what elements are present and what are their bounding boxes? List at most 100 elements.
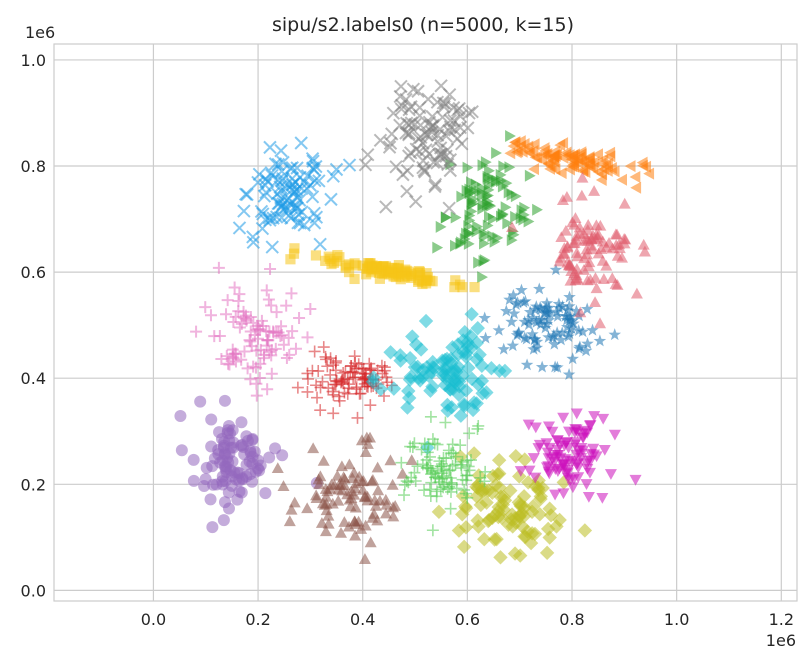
data-point	[272, 196, 286, 210]
data-point	[264, 262, 277, 275]
data-point	[350, 477, 363, 489]
data-point	[444, 400, 459, 415]
data-point	[497, 493, 513, 508]
data-point	[576, 432, 589, 444]
data-point	[214, 456, 227, 469]
data-point	[570, 304, 583, 317]
data-point	[523, 215, 535, 228]
data-point	[533, 489, 549, 504]
data-point	[254, 357, 267, 370]
data-point	[492, 480, 507, 495]
data-point	[608, 165, 620, 178]
data-point	[542, 301, 556, 314]
data-point	[262, 334, 275, 347]
data-point	[572, 462, 585, 474]
cluster-6	[190, 261, 317, 402]
data-point	[564, 260, 577, 271]
data-point	[232, 294, 245, 307]
y-tick-label: 1.0	[21, 51, 46, 70]
data-point	[246, 475, 259, 488]
data-point	[529, 151, 541, 164]
data-point	[399, 267, 411, 278]
data-point	[421, 461, 434, 474]
data-point	[341, 488, 354, 500]
data-point	[360, 431, 373, 443]
data-point	[522, 318, 536, 331]
data-point	[465, 104, 479, 119]
data-point	[557, 412, 570, 424]
data-point	[643, 167, 655, 180]
data-point	[504, 147, 516, 160]
data-point	[579, 344, 593, 357]
data-point	[371, 514, 384, 526]
data-point	[459, 232, 471, 245]
data-point	[588, 411, 601, 422]
data-point	[562, 368, 576, 380]
data-point	[373, 494, 386, 506]
data-point	[307, 442, 320, 454]
data-point	[598, 163, 609, 176]
data-point	[492, 231, 504, 244]
data-point	[442, 201, 456, 215]
data-point	[455, 462, 468, 475]
data-point	[319, 525, 332, 537]
data-point	[467, 197, 479, 210]
data-point	[461, 360, 476, 376]
data-point	[533, 282, 546, 295]
data-point	[378, 364, 391, 377]
data-point	[502, 217, 514, 230]
data-point	[597, 413, 610, 425]
data-point	[458, 520, 474, 535]
data-point	[554, 251, 567, 263]
data-point	[409, 475, 422, 488]
data-point	[263, 140, 277, 155]
data-point	[538, 306, 551, 319]
data-point	[477, 271, 488, 284]
data-point	[372, 484, 385, 496]
data-point	[583, 256, 596, 268]
data-point	[270, 326, 283, 339]
data-point	[271, 157, 285, 172]
data-point	[544, 162, 555, 175]
data-point	[422, 272, 433, 283]
data-point	[477, 198, 489, 211]
data-point	[552, 301, 566, 314]
data-point	[349, 371, 362, 384]
data-point	[523, 305, 537, 318]
data-point	[213, 329, 226, 342]
data-point	[560, 146, 572, 159]
data-point	[386, 106, 401, 120]
data-point	[277, 480, 290, 491]
data-point	[604, 469, 617, 480]
data-point	[219, 496, 232, 509]
data-point	[538, 148, 550, 161]
data-point	[611, 228, 624, 240]
data-point	[238, 345, 251, 358]
data-point	[616, 251, 629, 263]
data-point	[575, 189, 588, 201]
data-point	[512, 145, 524, 158]
data-point	[334, 376, 347, 389]
data-point	[435, 368, 451, 383]
data-point	[215, 352, 228, 365]
data-point	[637, 238, 650, 250]
data-point	[561, 303, 574, 316]
data-points	[174, 79, 655, 565]
data-point	[265, 240, 279, 254]
data-point	[455, 137, 469, 151]
data-point	[507, 546, 523, 561]
data-point	[593, 334, 607, 347]
data-point	[268, 157, 283, 171]
data-point	[261, 383, 274, 396]
data-point	[382, 140, 397, 154]
data-point	[572, 472, 585, 484]
data-point	[294, 136, 308, 150]
data-point	[456, 455, 469, 468]
data-point	[580, 302, 594, 315]
data-point	[471, 377, 486, 392]
data-point	[220, 350, 233, 363]
data-point	[223, 358, 236, 371]
data-point	[349, 518, 362, 529]
data-point	[436, 469, 449, 482]
data-point	[445, 447, 458, 460]
